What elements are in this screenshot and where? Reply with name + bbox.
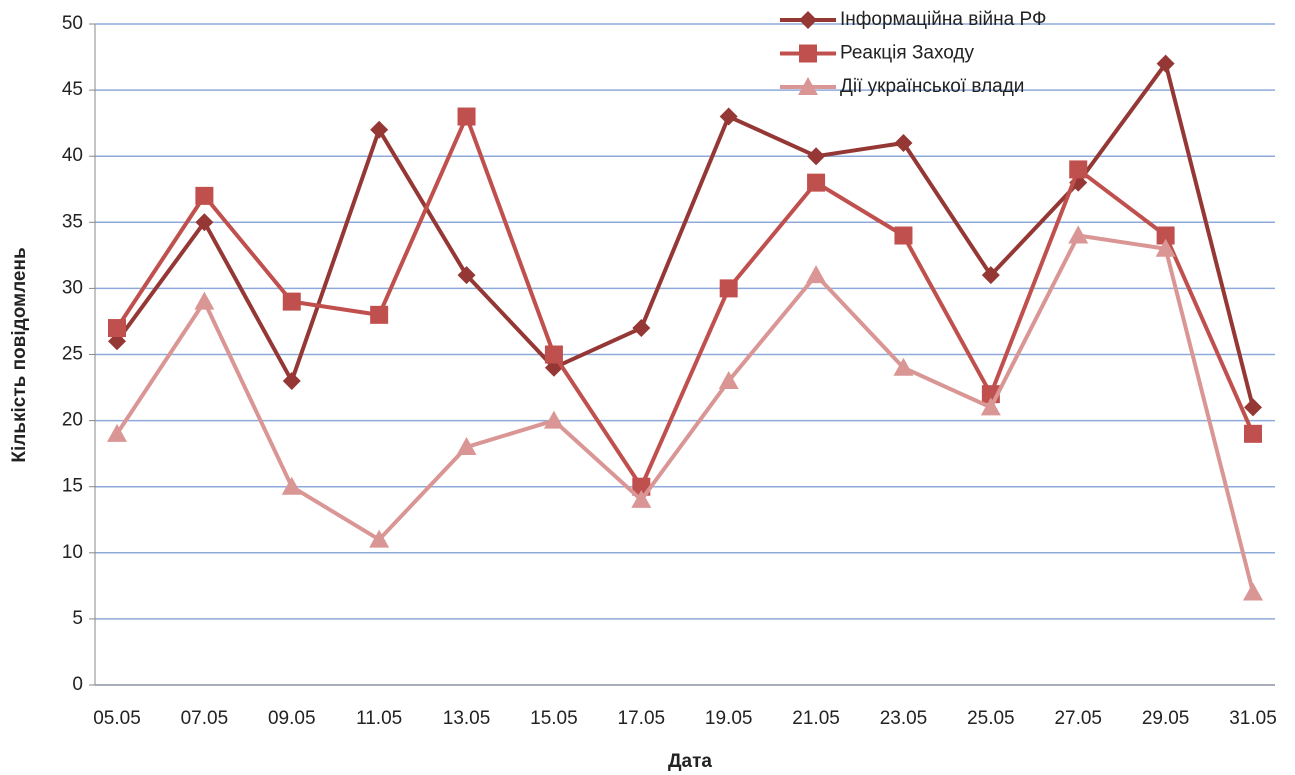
data-point (1156, 54, 1175, 73)
x-tick-label: 07.05 (181, 708, 229, 729)
data-point (543, 410, 564, 429)
data-point (281, 476, 302, 495)
y-tick-label: 45 (62, 79, 83, 100)
data-point (457, 266, 476, 285)
data-point (719, 107, 738, 126)
x-axis-title: Дата (668, 751, 712, 772)
legend-marker (798, 77, 818, 95)
x-tick-label: 19.05 (705, 708, 753, 729)
legend-marker (799, 44, 817, 63)
data-point (370, 120, 389, 139)
data-point (1243, 582, 1263, 601)
data-point (719, 279, 738, 298)
data-point (544, 345, 563, 364)
x-tick-label: 23.05 (880, 708, 928, 729)
data-point (107, 423, 127, 442)
data-point (1069, 160, 1088, 179)
y-tick-label: 50 (62, 13, 83, 34)
legend-label: Реакція Заходу (840, 43, 975, 64)
data-point (369, 529, 390, 548)
data-point (457, 107, 476, 126)
y-tick-label: 20 (62, 410, 83, 431)
x-tick-label: 27.05 (1054, 708, 1102, 729)
series-line (115, 233, 1255, 593)
data-point (807, 147, 826, 166)
x-tick-label: 17.05 (618, 708, 666, 729)
data-point (718, 370, 739, 389)
data-point (1156, 226, 1175, 245)
y-tick-label: 35 (62, 211, 83, 232)
data-point (894, 133, 913, 152)
data-point (194, 291, 215, 310)
x-tick-label: 21.05 (792, 708, 840, 729)
data-point (456, 437, 477, 456)
y-tick-label: 10 (62, 542, 83, 563)
y-tick-label: 0 (72, 674, 83, 695)
x-tick-label: 15.05 (530, 708, 578, 729)
y-tick-label: 25 (62, 344, 83, 365)
y-axis-title: Кількість повідомлень (9, 247, 30, 462)
data-point (631, 489, 652, 508)
y-tick-label: 5 (72, 608, 83, 629)
y-tick-label: 40 (62, 145, 83, 166)
y-tick-label: 30 (62, 277, 83, 298)
data-point (1244, 398, 1262, 417)
data-point (1155, 238, 1176, 257)
data-point (981, 266, 1000, 285)
data-point (806, 265, 827, 284)
data-point (1068, 225, 1089, 244)
data-point (108, 319, 126, 338)
data-point (1244, 424, 1262, 443)
data-point (807, 173, 826, 192)
data-point (282, 371, 301, 390)
x-tick-label: 31.05 (1229, 708, 1277, 729)
data-point (894, 226, 913, 245)
legend-label: Інформаційна війна РФ (840, 9, 1046, 30)
data-point (370, 305, 389, 324)
data-point (195, 213, 214, 232)
data-point (282, 292, 301, 311)
x-tick-label: 13.05 (443, 708, 491, 729)
legend-label: Дії української влади (840, 76, 1024, 97)
x-tick-label: 09.05 (268, 708, 316, 729)
x-tick-label: 11.05 (356, 708, 402, 729)
y-tick-label: 15 (62, 476, 83, 497)
data-point (195, 186, 214, 205)
x-tick-label: 29.05 (1142, 708, 1190, 729)
data-point (632, 319, 651, 338)
x-tick-label: 05.05 (93, 708, 141, 729)
data-point (980, 397, 1001, 416)
legend-marker (799, 11, 817, 29)
series-line (115, 61, 1255, 408)
series-line (115, 114, 1255, 489)
x-tick-label: 25.05 (967, 708, 1015, 729)
data-point (893, 357, 914, 376)
